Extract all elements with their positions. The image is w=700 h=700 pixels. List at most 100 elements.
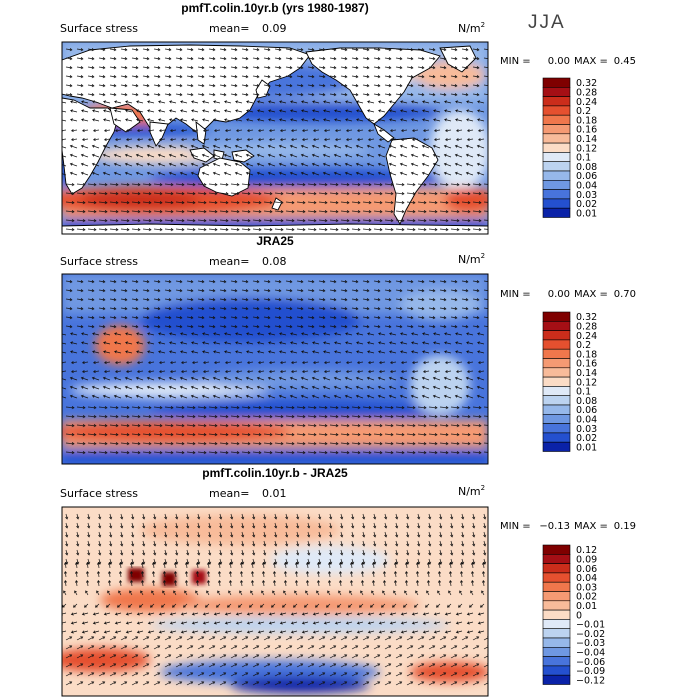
stress-arrow <box>417 540 421 547</box>
stress-arrow <box>186 513 190 520</box>
stress-arrow <box>76 654 84 659</box>
stress-arrow <box>230 307 238 311</box>
stress-arrow <box>378 341 386 345</box>
stress-arrow <box>197 93 205 97</box>
stress-arrow <box>81 332 89 336</box>
stress-arrow <box>268 360 276 365</box>
stress-arrow <box>307 663 315 668</box>
stress-arrow <box>103 369 111 374</box>
stress-arrow <box>340 219 350 223</box>
stress-arrow <box>98 289 106 293</box>
colorbar-box <box>542 544 571 555</box>
stress-arrow <box>362 316 370 320</box>
stress-arrow <box>340 66 348 70</box>
stress-arrow <box>65 540 69 547</box>
stress-arrow <box>241 307 249 311</box>
stress-arrow <box>422 128 430 133</box>
stress-arrow <box>439 75 447 79</box>
units-base: N/m <box>458 22 481 35</box>
stress-arrow <box>351 93 359 97</box>
stress-arrow <box>120 451 130 455</box>
stress-arrow <box>208 433 218 437</box>
stress-arrow <box>76 289 84 293</box>
stress-arrow <box>102 162 111 167</box>
stress-arrow <box>296 66 304 70</box>
stress-arrow <box>257 360 265 365</box>
variable-label: Surface stress <box>60 255 138 268</box>
stress-arrow <box>208 531 212 538</box>
stress-arrow <box>208 424 218 428</box>
stress-arrow <box>477 128 485 133</box>
stress-arrow <box>263 66 271 70</box>
stress-arrow <box>378 612 386 616</box>
stress-arrow <box>483 406 488 408</box>
stress-arrow <box>296 280 304 284</box>
stress-arrow <box>296 316 304 320</box>
stress-arrow <box>76 325 84 329</box>
stress-arrow <box>135 394 144 399</box>
stress-arrow <box>282 603 287 608</box>
stress-arrow <box>197 219 207 223</box>
stress-arrow <box>437 590 441 596</box>
stress-arrow <box>241 531 245 538</box>
stress-arrow <box>241 75 249 79</box>
stress-arrow <box>70 128 78 133</box>
stress-arrow <box>98 307 106 311</box>
colorbar-box <box>542 656 571 667</box>
stress-arrow <box>267 153 276 158</box>
stress-arrow <box>208 210 218 214</box>
stress-arrow <box>481 570 486 578</box>
stress-arrow <box>382 570 387 578</box>
stress-arrow <box>186 298 194 302</box>
stress-arrow <box>411 621 419 625</box>
stress-arrow <box>388 171 397 176</box>
stress-arrow <box>235 369 243 374</box>
stress-arrow <box>65 280 73 284</box>
stress-arrow <box>345 621 353 625</box>
stress-arrow <box>197 531 201 538</box>
stress-arrow <box>195 570 200 578</box>
stress-arrow <box>87 192 97 196</box>
stress-arrow <box>428 540 432 547</box>
stress-arrow <box>359 603 364 608</box>
stress-arrow <box>417 75 425 79</box>
stress-arrow <box>164 522 168 529</box>
stress-arrow <box>384 636 392 641</box>
stress-arrow <box>481 590 485 596</box>
stress-arrow <box>351 219 361 223</box>
stress-arrow <box>450 451 460 455</box>
stress-arrow <box>367 332 375 336</box>
stress-arrow <box>318 424 328 428</box>
stress-arrow <box>384 316 392 320</box>
stress-arrow <box>230 84 238 88</box>
stress-arrow <box>80 171 89 176</box>
colorbar-tick-label: 0.08 <box>576 396 597 407</box>
stress-arrow <box>164 289 172 293</box>
stress-arrow <box>202 630 210 634</box>
stress-arrow <box>373 424 383 428</box>
stress-arrow <box>87 549 91 556</box>
stress-arrow <box>406 93 414 97</box>
stress-arrow <box>323 621 331 625</box>
stress-arrow <box>186 219 196 223</box>
stress-arrow <box>406 415 416 419</box>
stress-arrow <box>417 654 425 659</box>
stress-arrow <box>120 289 128 293</box>
stress-arrow <box>417 645 425 650</box>
stress-arrow <box>351 307 359 311</box>
stress-arrow <box>345 332 353 336</box>
stress-arrow <box>400 612 408 616</box>
stress-arrow <box>142 201 152 205</box>
stress-arrow <box>136 128 144 133</box>
stress-arrow <box>404 590 408 596</box>
stress-arrow <box>349 570 354 578</box>
stress-arrow <box>417 522 421 529</box>
stress-arrow <box>120 531 124 538</box>
stress-arrow <box>349 561 354 569</box>
stress-arrow <box>428 183 438 187</box>
stress-arrow <box>289 144 298 149</box>
stress-arrow <box>389 621 397 625</box>
colorbar-tick-label: 0.2 <box>576 340 591 351</box>
stress-arrow <box>241 57 249 61</box>
